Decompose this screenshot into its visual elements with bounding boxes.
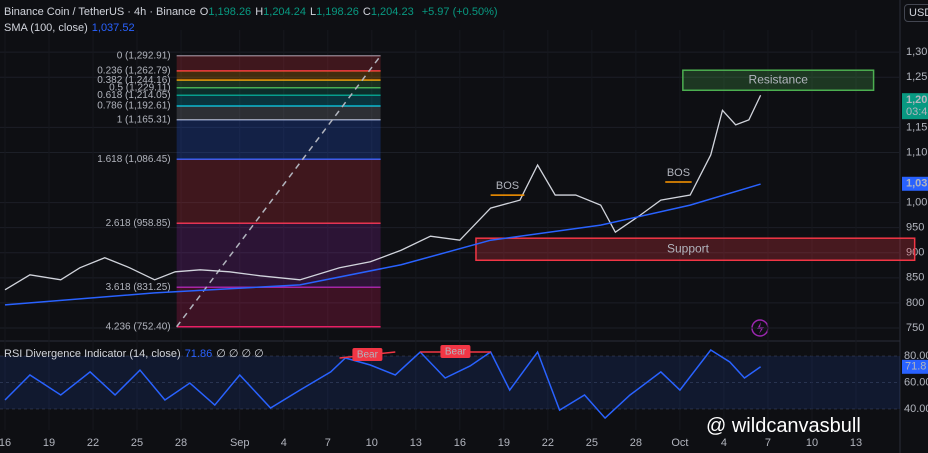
x-tick-label: 10 <box>806 437 818 449</box>
x-tick-label: 28 <box>175 437 187 449</box>
x-tick-label: 19 <box>498 437 510 449</box>
price-tag-sub: 03:4 <box>906 106 927 118</box>
fib-band <box>176 287 381 327</box>
fib-trend <box>176 55 382 328</box>
symbol: Binance Coin / TetherUS · 4h · Binance <box>4 6 196 18</box>
x-tick-label: 13 <box>850 437 862 449</box>
fib-label: 1 (1,165.31) <box>117 114 171 125</box>
x-tick-label: 10 <box>366 437 378 449</box>
zone <box>475 237 916 262</box>
rsi-name: RSI Divergence Indicator (14, close) <box>4 348 181 360</box>
ohlc-value: 1,198.26 <box>316 6 359 18</box>
y-tick-label: 1,15 <box>906 121 927 133</box>
watermark: @ wildcanvasbull <box>706 415 861 437</box>
x-tick-label: 4 <box>281 437 287 449</box>
fib-band <box>176 55 381 71</box>
bear-label: Bear <box>445 347 467 358</box>
sma-line: SMA (100, close) 1,037.52 <box>4 22 139 34</box>
fib-label: 4.236 (752.40) <box>106 321 171 332</box>
ohlc-value: 1,198.26 <box>208 6 252 18</box>
fib-band <box>176 223 381 288</box>
y-tick-label: 1,25 <box>906 71 927 83</box>
fib-band <box>176 70 381 81</box>
price-tag <box>902 176 928 191</box>
fib-label: 0.618 (1,214.05) <box>97 90 170 101</box>
rsi-band <box>0 355 900 410</box>
x-tick-label: 22 <box>542 437 554 449</box>
x-tick-label: 16 <box>0 437 11 449</box>
fib-label: 2.618 (958.85) <box>106 218 171 229</box>
x-tick-label: 13 <box>410 437 422 449</box>
fib-label: 0 (1,292.91) <box>117 50 171 61</box>
bear-badge <box>440 345 471 359</box>
fib-label: 0.5 (1,229.11) <box>109 82 171 93</box>
rsi-tag <box>902 359 928 374</box>
rsi-value: 71.86 <box>184 348 213 360</box>
fib-label: 1.618 (1,086.45) <box>97 154 170 165</box>
fib-band <box>176 87 381 96</box>
header-line: Binance Coin / TetherUS · 4h · Binance O1… <box>4 6 502 18</box>
y-tick-label: 60.00 <box>904 376 928 388</box>
y-tick-label: 850 <box>906 272 924 284</box>
ohlc-value: 1,204.23 <box>370 6 414 18</box>
x-tick-label: Oct <box>671 437 688 449</box>
y-tick-label: 1,30 <box>906 46 927 58</box>
ohlc-value: 1,204.24 <box>263 6 306 18</box>
y-tick-label: 750 <box>906 322 924 334</box>
fib-band <box>176 80 381 88</box>
zone <box>682 69 875 92</box>
y-tick-label: 40.00 <box>904 403 928 415</box>
series-line <box>4 349 762 420</box>
fib-label: 0.236 (1,262.79) <box>97 65 170 76</box>
change: +5.97 (+0.50%) <box>421 6 498 18</box>
fib-band <box>176 106 381 120</box>
rsi-flags: ∅ ∅ ∅ ∅ <box>216 348 264 360</box>
fib-label: 0.382 (1,244.16) <box>97 75 170 86</box>
x-tick-label: 22 <box>87 437 99 449</box>
zone-label: Resistance <box>749 72 809 86</box>
fib-band <box>176 95 381 107</box>
bear-label: Bear <box>357 350 379 361</box>
bos-label: BOS <box>496 180 519 192</box>
sma-value: 1,037.52 <box>91 22 135 34</box>
x-tick-label: 19 <box>43 437 55 449</box>
x-tick-label: 25 <box>586 437 598 449</box>
ohlc-key: O <box>199 6 209 18</box>
fib-band <box>176 119 381 160</box>
ohlc-key: C <box>362 6 371 18</box>
x-tick-label: 25 <box>131 437 143 449</box>
fib-label: 0.786 (1,192.61) <box>97 101 170 112</box>
ohlc-key: L <box>309 6 317 18</box>
y-tick-label: 1,00 <box>906 197 927 209</box>
bear-badge <box>352 348 383 362</box>
price-tag <box>902 93 928 120</box>
zone-label: Support <box>667 241 710 255</box>
rsi-line: RSI Divergence Indicator (14, close) 71.8… <box>4 347 268 360</box>
price-tag-label: 1,20 <box>906 94 927 106</box>
price-tag-label: 1,03 <box>906 178 927 190</box>
y-tick-label: 950 <box>906 222 924 234</box>
y-tick-label: 800 <box>906 297 924 309</box>
x-tick-label: 16 <box>454 437 466 449</box>
x-tick-label: 7 <box>765 437 771 449</box>
y-tick-label: 80.00 <box>904 350 928 362</box>
series-line <box>4 183 761 306</box>
sma-name: SMA (100, close) <box>4 22 88 34</box>
x-tick-label: 4 <box>721 437 727 449</box>
rsi-tag-label: 71.8 <box>905 361 926 373</box>
x-tick-label: Sep <box>230 437 250 449</box>
x-tick-label: 7 <box>325 437 331 449</box>
x-tick-label: 28 <box>630 437 642 449</box>
y-tick-label: 1,10 <box>906 146 927 158</box>
fib-label: 3.618 (831.25) <box>106 282 171 293</box>
series-line <box>4 95 762 291</box>
ohlc: O1,198.26 H1,204.24 L1,198.26 C1,204.23 <box>200 6 418 18</box>
bos-label: BOS <box>667 167 690 179</box>
ohlc-key: H <box>255 6 264 18</box>
currency-button[interactable]: USD <box>904 4 928 22</box>
